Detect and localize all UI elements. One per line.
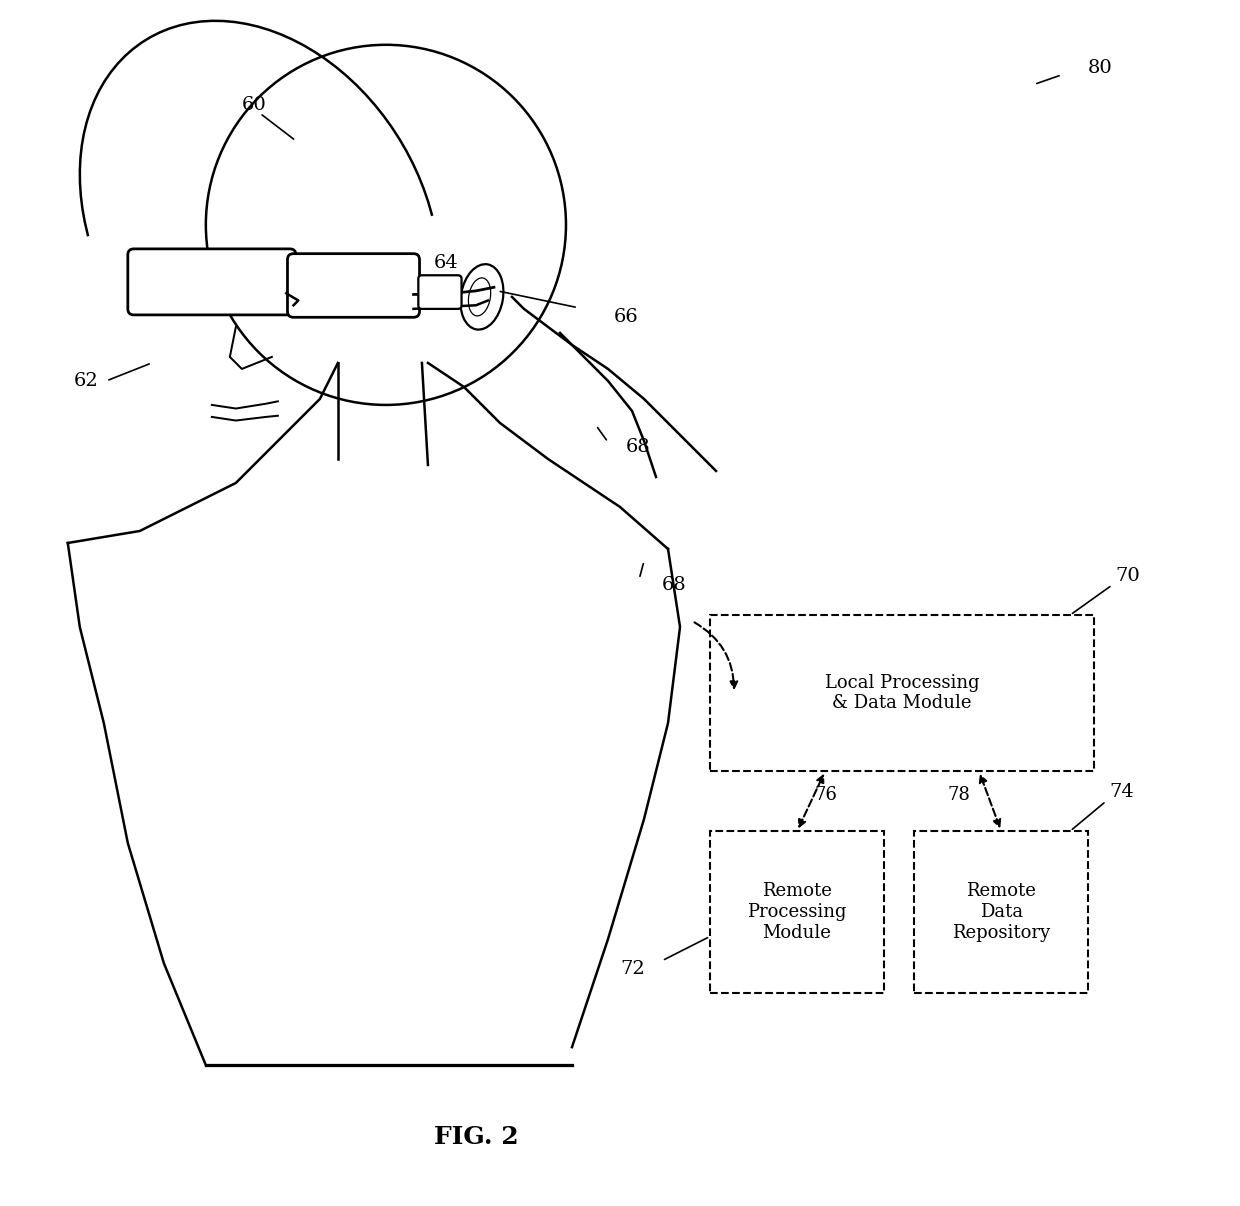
- Text: 78: 78: [947, 786, 971, 804]
- Text: 74: 74: [1110, 784, 1135, 802]
- Text: 64: 64: [434, 254, 459, 273]
- Text: 76: 76: [815, 786, 837, 804]
- Text: 68: 68: [662, 576, 687, 595]
- Text: 72: 72: [620, 960, 645, 978]
- Text: 60: 60: [242, 95, 267, 113]
- Ellipse shape: [206, 45, 565, 405]
- Text: FIG. 2: FIG. 2: [434, 1125, 518, 1149]
- Text: 68: 68: [626, 438, 651, 456]
- Ellipse shape: [469, 277, 491, 316]
- FancyBboxPatch shape: [418, 275, 461, 309]
- FancyBboxPatch shape: [711, 615, 1094, 771]
- Text: 80: 80: [1089, 59, 1114, 77]
- Text: 70: 70: [1116, 567, 1141, 585]
- FancyBboxPatch shape: [128, 248, 296, 315]
- FancyBboxPatch shape: [288, 253, 419, 317]
- Text: 62: 62: [74, 371, 98, 390]
- Text: 66: 66: [614, 309, 639, 327]
- Text: Remote
Processing
Module: Remote Processing Module: [748, 883, 847, 942]
- FancyBboxPatch shape: [711, 831, 884, 994]
- Text: Local Processing
& Data Module: Local Processing & Data Module: [825, 674, 980, 713]
- Ellipse shape: [460, 264, 503, 329]
- FancyBboxPatch shape: [914, 831, 1089, 994]
- Text: Remote
Data
Repository: Remote Data Repository: [952, 883, 1050, 942]
